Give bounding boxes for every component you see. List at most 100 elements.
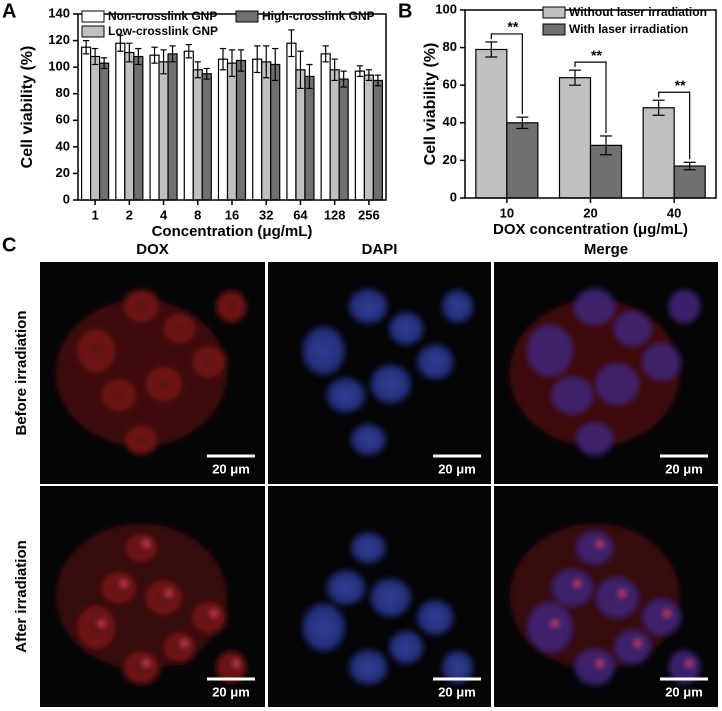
bar bbox=[99, 62, 110, 201]
cell bbox=[74, 325, 119, 376]
cell bbox=[142, 577, 185, 618]
bar bbox=[295, 69, 306, 201]
bar bbox=[338, 78, 349, 201]
row-label: After irradiation bbox=[13, 540, 30, 653]
x-tick-label: 10 bbox=[500, 205, 514, 220]
nucleus bbox=[574, 649, 615, 686]
annotation: ** bbox=[591, 47, 602, 63]
micrographs: 20 μm 20 μm 20 μm 20 μm 20 μm 20 μm bbox=[40, 262, 718, 707]
error-bar bbox=[288, 29, 295, 58]
error-bar bbox=[340, 70, 347, 88]
bar bbox=[320, 53, 331, 201]
bar bbox=[558, 77, 592, 199]
x-tick-label: 20 bbox=[583, 205, 597, 220]
nucleus bbox=[388, 311, 425, 346]
scale-bar-label: 20 μm bbox=[665, 684, 703, 699]
dot bbox=[143, 540, 150, 547]
y-tick-label: 0 bbox=[63, 191, 70, 206]
bar bbox=[252, 58, 263, 201]
y-tick-label: 20 bbox=[56, 165, 70, 180]
error-bar bbox=[219, 47, 227, 71]
bar bbox=[133, 55, 144, 201]
error-bar bbox=[126, 42, 133, 63]
dot bbox=[619, 590, 626, 597]
error-bar bbox=[374, 74, 382, 87]
bar bbox=[201, 73, 212, 201]
nucleus bbox=[574, 288, 615, 325]
bar bbox=[506, 122, 539, 199]
scale-bar-label: 20 μm bbox=[212, 684, 250, 699]
y-tick-label: 100 bbox=[48, 59, 70, 74]
annotation: ** bbox=[675, 77, 686, 93]
cells bbox=[55, 523, 248, 686]
nucleus bbox=[350, 531, 387, 564]
cells bbox=[301, 531, 474, 686]
cell bbox=[161, 630, 198, 665]
legend-label: High-crosslink GNP bbox=[262, 9, 375, 23]
nucleus bbox=[301, 325, 346, 376]
error-bar bbox=[272, 47, 279, 82]
dot bbox=[165, 590, 172, 597]
y-tick-label: 80 bbox=[56, 85, 70, 100]
significance-bracket bbox=[658, 91, 691, 160]
nucleus bbox=[596, 364, 639, 405]
error-bar bbox=[151, 46, 158, 64]
y-axis-label: Cell viability (%) bbox=[422, 43, 439, 166]
y-tick-label: 40 bbox=[56, 138, 70, 153]
scale-bar-label: 20 μm bbox=[438, 461, 476, 476]
error-bar bbox=[237, 49, 245, 72]
x-tick-label: 128 bbox=[324, 207, 346, 222]
error-bar bbox=[485, 41, 498, 58]
bar bbox=[304, 75, 315, 201]
error-bar bbox=[297, 50, 304, 90]
dot bbox=[98, 620, 105, 627]
nucleus bbox=[668, 289, 701, 324]
legend-swatch bbox=[81, 25, 105, 38]
legend-swatch bbox=[542, 6, 566, 19]
nucleus bbox=[528, 325, 572, 376]
bar bbox=[475, 48, 508, 199]
legend-swatch bbox=[542, 23, 566, 36]
bar bbox=[192, 69, 203, 201]
legend-label: Without laser irradiation bbox=[569, 5, 707, 19]
nucleus bbox=[369, 577, 412, 618]
nucleus bbox=[576, 531, 613, 564]
nucleus bbox=[369, 364, 412, 405]
cell bbox=[215, 650, 248, 685]
nucleus bbox=[528, 602, 572, 653]
y-tick-label: 0 bbox=[450, 189, 457, 204]
column-label: DOX bbox=[136, 241, 169, 258]
nucleus bbox=[301, 602, 346, 653]
legend-label: Low-crosslink GNP bbox=[108, 24, 218, 38]
bar bbox=[124, 51, 135, 201]
x-tick-label: 4 bbox=[160, 207, 168, 222]
bar bbox=[183, 50, 194, 201]
nucleus bbox=[441, 289, 474, 324]
nucleus bbox=[416, 343, 455, 380]
error-bar bbox=[203, 67, 210, 80]
dot bbox=[181, 640, 188, 647]
cell bbox=[189, 599, 228, 636]
nucleus bbox=[326, 377, 367, 414]
error-bar bbox=[652, 99, 665, 116]
x-tick-label: 8 bbox=[194, 207, 201, 222]
nucleus bbox=[552, 377, 593, 414]
error-bar bbox=[331, 58, 338, 82]
bar bbox=[642, 107, 675, 199]
nucleus bbox=[668, 650, 701, 685]
dot bbox=[664, 610, 670, 617]
scale-bar-label: 20 μm bbox=[212, 461, 250, 476]
nucleus bbox=[350, 423, 387, 456]
panel-label: B bbox=[398, 0, 412, 22]
cells bbox=[301, 288, 474, 456]
significance-bracket bbox=[574, 61, 607, 133]
cell bbox=[98, 377, 139, 414]
error-bar bbox=[135, 47, 142, 66]
nucleus bbox=[576, 423, 613, 456]
bar bbox=[261, 61, 272, 201]
micrograph: 20 μm bbox=[494, 486, 718, 707]
bar bbox=[167, 53, 178, 201]
nucleus bbox=[416, 599, 455, 636]
bar bbox=[286, 42, 297, 201]
